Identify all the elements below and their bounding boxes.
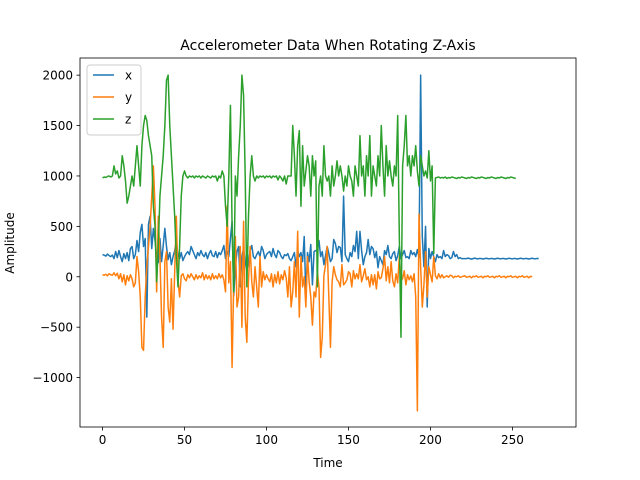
x-tick-label: 100 xyxy=(255,433,278,447)
y-tick-label: 1000 xyxy=(42,169,73,183)
y-tick-label: 2000 xyxy=(42,69,73,83)
chart-title: Accelerometer Data When Rotating Z-Axis xyxy=(180,38,475,54)
x-tick-label: 200 xyxy=(419,433,442,447)
legend-label-y: y xyxy=(125,91,132,105)
x-tick-label: 250 xyxy=(501,433,524,447)
y-tick-label: 1500 xyxy=(42,119,73,133)
y-tick-label: 500 xyxy=(50,220,73,234)
y-axis: −1000 −500 0 500 1000 1500 2000 xyxy=(32,69,80,385)
legend-label-z: z xyxy=(125,113,131,127)
legend-box xyxy=(86,64,142,136)
axes-frame xyxy=(79,57,577,428)
y-tick-label: 0 xyxy=(65,270,73,284)
plot-area xyxy=(102,74,539,412)
x-axis-label: Time xyxy=(312,456,342,470)
y-tick-label: −500 xyxy=(40,321,73,335)
x-axis: 0 50 100 150 200 250 xyxy=(99,427,524,447)
x-tick-label: 0 xyxy=(99,433,107,447)
series-line-z xyxy=(102,74,516,339)
y-axis-label: Amplitude xyxy=(3,212,17,274)
legend-label-x: x xyxy=(125,69,132,83)
x-tick-label: 150 xyxy=(337,433,360,447)
x-tick-label: 50 xyxy=(177,433,192,447)
legend: xyz xyxy=(86,64,142,136)
y-tick-label: −1000 xyxy=(32,371,73,385)
